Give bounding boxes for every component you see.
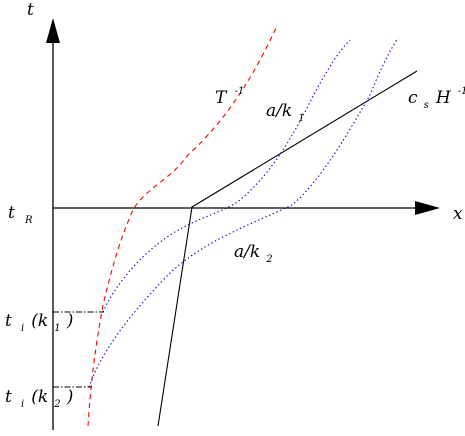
a-over-k2-label: a/k 2 <box>234 242 273 265</box>
cs-H: H <box>435 88 452 108</box>
t-i-k1-label: t i (k 1 ) <box>5 311 73 335</box>
horizon-line <box>157 70 418 427</box>
a-over-k2-main: a/k <box>234 242 260 262</box>
T-inverse-main: T <box>215 88 228 108</box>
a-over-k1-sub: 1 <box>298 113 304 124</box>
a-over-k2-sub: 2 <box>265 254 272 265</box>
t-R-main: t <box>8 203 15 223</box>
t-i-k2-close: ) <box>66 387 74 407</box>
x-axis-label: x <box>453 204 463 224</box>
x-axis-arrowhead <box>415 201 440 215</box>
temperature-inverse-curve <box>87 27 277 427</box>
T-inverse-label: T -1 <box>215 86 244 108</box>
mode-k1-curve <box>102 39 351 313</box>
T-inverse-sup: -1 <box>234 86 244 97</box>
a-over-k1-main: a/k <box>266 101 292 121</box>
cs-sub: s <box>424 100 429 111</box>
t-R-label: t R <box>8 203 33 226</box>
a-over-k1-label: a/k 1 <box>266 101 305 124</box>
t-i-k2-paren-sub: 2 <box>53 399 60 410</box>
t-R-sub: R <box>24 215 33 226</box>
t-i-k1-paren-sub: 1 <box>54 323 60 334</box>
t-i-k1-paren: (k <box>31 311 48 331</box>
cs-H-sup: -1 <box>458 86 465 97</box>
mode-k2-curve <box>88 37 399 388</box>
t-i-k1-main: t <box>5 311 12 331</box>
t-i-k2-main: t <box>5 387 12 407</box>
cs-H-inverse-label: c s H -1 <box>408 86 465 112</box>
t-i-k2-label: t i (k 2 ) <box>5 387 73 411</box>
t-axis-label: t <box>27 0 34 20</box>
t-i-k2-sub: i <box>21 399 24 410</box>
cs-c: c <box>408 88 418 108</box>
t-i-k1-close: ) <box>66 311 74 331</box>
t-axis-arrowhead <box>46 18 60 43</box>
t-i-k1-sub: i <box>21 323 24 334</box>
t-i-k2-paren: (k <box>31 387 48 407</box>
